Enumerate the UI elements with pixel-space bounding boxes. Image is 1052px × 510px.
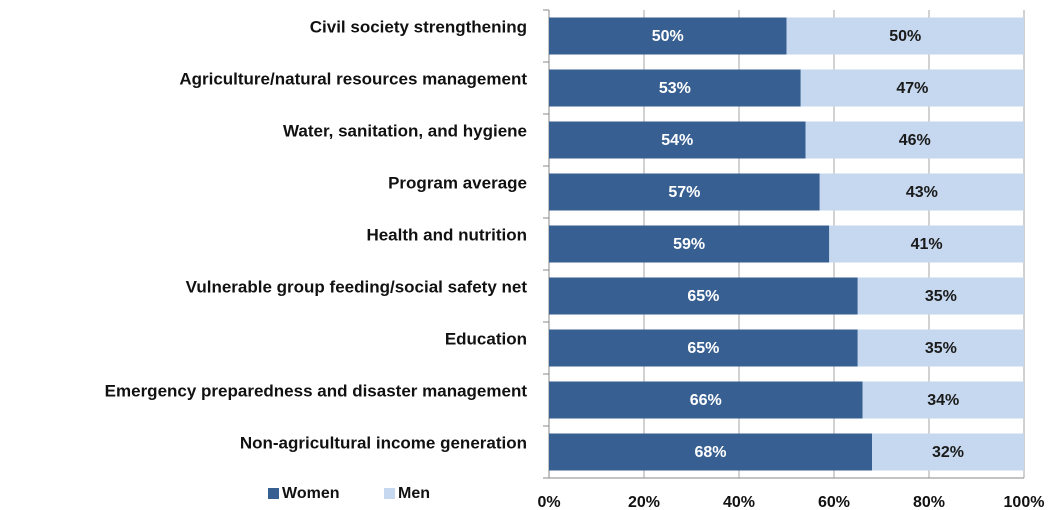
category-label: Health and nutrition [366, 225, 527, 244]
legend-swatch [268, 488, 279, 499]
bar-segment [549, 433, 872, 471]
x-tick-label: 80% [913, 494, 945, 510]
value-label: 46% [899, 132, 931, 149]
bar-segment [872, 433, 1024, 471]
value-label: 41% [911, 236, 943, 253]
bar-segment [549, 329, 858, 367]
bar-segment [857, 329, 1024, 367]
value-label: 35% [925, 340, 957, 357]
value-label: 35% [925, 288, 957, 305]
value-label: 53% [659, 80, 691, 97]
category-label: Vulnerable group feeding/social safety n… [186, 277, 528, 296]
category-label: Non-agricultural income generation [240, 433, 527, 452]
legend-swatch [384, 488, 395, 499]
legend-label: Men [398, 485, 430, 502]
bar-segment [549, 381, 863, 419]
value-label: 32% [932, 444, 964, 461]
bar-segment [549, 121, 806, 159]
value-label: 47% [896, 80, 928, 97]
x-tick-label: 40% [723, 494, 755, 510]
value-label: 66% [690, 392, 722, 409]
value-label: 65% [687, 288, 719, 305]
bar-segment [549, 277, 858, 315]
category-label: Water, sanitation, and hygiene [283, 121, 527, 140]
bar-segment [857, 277, 1024, 315]
bar-segment [549, 17, 787, 55]
bar-segment [549, 69, 801, 107]
bar-segment [800, 69, 1024, 107]
bar-segment [829, 225, 1024, 263]
bar-segment [786, 17, 1024, 55]
x-tick-label: 20% [628, 494, 660, 510]
category-label: Program average [388, 173, 527, 192]
value-label: 54% [661, 132, 693, 149]
value-label: 68% [694, 444, 726, 461]
legend-label: Women [282, 485, 339, 502]
category-label: Civil society strengthening [310, 17, 527, 36]
value-label: 65% [687, 340, 719, 357]
bar-segment [549, 173, 820, 211]
value-label: 50% [889, 28, 921, 45]
category-label: Emergency preparedness and disaster mana… [105, 381, 528, 400]
x-tick-label: 0% [537, 494, 560, 510]
category-label: Agriculture/natural resources management [179, 69, 527, 88]
bar-segment [862, 381, 1024, 419]
value-label: 34% [927, 392, 959, 409]
x-tick-label: 100% [1004, 494, 1045, 510]
bar-segment [549, 225, 830, 263]
value-label: 59% [673, 236, 705, 253]
bar-segment [805, 121, 1024, 159]
value-label: 57% [668, 184, 700, 201]
category-label: Education [445, 329, 527, 348]
value-label: 50% [652, 28, 684, 45]
bar-segment [819, 173, 1024, 211]
value-label: 43% [906, 184, 938, 201]
x-tick-label: 60% [818, 494, 850, 510]
